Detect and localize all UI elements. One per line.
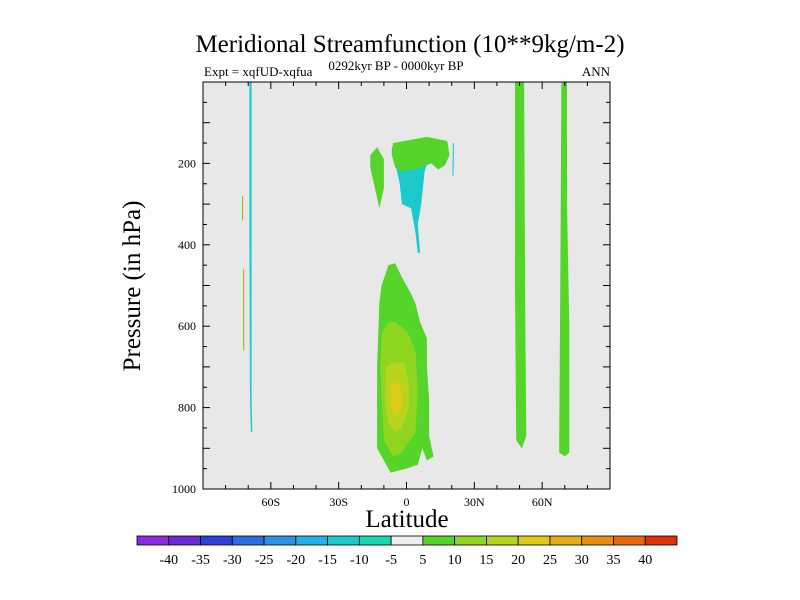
x-tick-label: 30N (464, 495, 485, 509)
x-tick-label: 0 (404, 495, 410, 509)
colorbar-label: -40 (159, 553, 178, 568)
y-axis-label: Pressure (in hPa) (119, 201, 146, 372)
contour-lines (242, 196, 245, 351)
colorbar-label: 20 (511, 553, 525, 568)
colorbar-label: -35 (191, 553, 210, 568)
colorbar-swatch (517, 535, 551, 546)
colorbar-label: -15 (318, 553, 337, 568)
colorbar-label: -30 (223, 553, 242, 568)
y-tick-label: 600 (178, 319, 196, 333)
colorbar-swatch (486, 535, 519, 546)
contour-region-10 (559, 82, 570, 457)
colorbar-swatch (644, 535, 678, 546)
x-axis: 60S 30S 0 30N 60N (202, 82, 611, 509)
y-axis: 200 400 600 800 1000 (172, 81, 610, 496)
colorbar-label: 10 (448, 553, 462, 568)
colorbar-swatch (549, 535, 583, 546)
y-tick-label: 200 (178, 156, 196, 170)
x-tick-label: 30S (329, 495, 348, 509)
time-range-label: 0292kyr BP - 0000kyr BP (328, 58, 463, 73)
contour-region-5 (452, 143, 454, 176)
colorbar-label: -25 (255, 553, 274, 568)
colorbar-swatch (136, 535, 170, 546)
colorbar-swatch (263, 535, 297, 546)
colorbar-label: 35 (606, 553, 620, 568)
colorbar-label: 25 (543, 553, 557, 568)
colorbar-swatch (231, 535, 265, 546)
season-label: ANN (582, 64, 611, 79)
colorbar-label: 5 (419, 553, 426, 568)
colorbar-label: 40 (638, 553, 652, 568)
contour-region-0 (249, 82, 253, 432)
colorbar-swatch (390, 535, 424, 546)
colorbar-swatch (200, 535, 233, 546)
chart-title: Meridional Streamfunction (10**9kg/m-2) (195, 31, 624, 58)
x-tick-label: 60S (261, 495, 280, 509)
colorbar-swatch (295, 535, 328, 546)
colorbar-label: -10 (350, 553, 369, 568)
experiment-label: Expt = xqfUD-xqfua (204, 64, 313, 79)
colorbar-swatch (613, 535, 646, 546)
colorbar-label: -5 (385, 553, 397, 568)
contour-region-13 (390, 381, 402, 416)
y-tick-label: 800 (178, 401, 196, 415)
colorbar-label: 30 (575, 553, 589, 568)
y-tick-label: 1000 (172, 482, 196, 496)
colorbar-label: 15 (479, 553, 493, 568)
colorbar-swatch (581, 535, 614, 546)
contour-region-6 (370, 147, 384, 209)
colorbar-swatch (454, 535, 487, 546)
y-tick-label: 400 (178, 238, 196, 252)
colorbar-swatch (327, 535, 360, 546)
colorbar-label: -20 (286, 553, 305, 568)
colorbar-swatch (358, 535, 392, 546)
x-axis-label: Latitude (365, 506, 448, 533)
x-tick-label: 60N (532, 495, 553, 509)
contour-region-7 (391, 136, 450, 172)
colorbar: -40 -35 -30 -25 -20 -15 -10 -5 5 10 15 20 25 30 35 40 (136, 535, 678, 568)
contour-region-9 (515, 82, 527, 449)
colorbar-swatch (422, 535, 456, 546)
colorbar-swatch (168, 535, 201, 546)
contour-fills (249, 82, 570, 473)
